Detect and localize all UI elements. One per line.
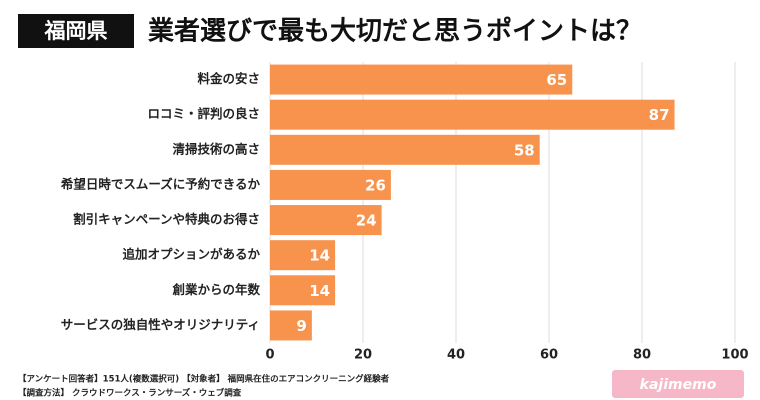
region-label: 福岡県: [44, 19, 108, 43]
y-tick-label: 創業からの年数: [171, 282, 260, 297]
bar: [270, 240, 336, 271]
footnote: 【調査方法】 クラウドワークス・ランサーズ・ウェブ調査: [18, 388, 242, 399]
y-tick-label: 希望日時でスムーズに予約できるか: [60, 176, 261, 191]
value-label: 87: [649, 106, 670, 124]
y-tick-label: 料金の安さ: [197, 71, 260, 86]
bar: [270, 310, 312, 341]
value-label: 24: [356, 212, 377, 230]
x-tick-label: 20: [354, 348, 372, 363]
bar: [270, 134, 540, 165]
chart-title: 業者選びで最も大切だと思うポイントは？: [148, 16, 642, 47]
x-tick-label: 100: [721, 348, 748, 363]
value-label: 26: [365, 176, 386, 194]
footnote: 【アンケート回答者】151人(複数選択可) 【対象者】 福岡県在住のエアコンクリ…: [18, 374, 390, 385]
value-label: 14: [309, 282, 330, 300]
x-tick-label: 60: [540, 348, 558, 363]
y-tick-label: 清掃技術の高さ: [172, 141, 260, 156]
x-tick-label: 80: [633, 348, 651, 363]
y-tick-label: 追加オプションがあるか: [122, 247, 260, 262]
bar: [270, 64, 573, 95]
bar: [270, 205, 382, 236]
x-tick-label: 40: [447, 348, 465, 363]
logo-text: kajimemo: [640, 377, 717, 393]
bar: [270, 169, 391, 200]
value-label: 14: [309, 247, 330, 265]
y-tick-label: ロコミ・評判の良さ: [147, 106, 260, 121]
bar: [270, 99, 675, 130]
value-label: 65: [546, 71, 567, 89]
y-tick-label: 割引キャンペーンや特典のお得さ: [73, 212, 260, 227]
bar: [270, 275, 336, 306]
value-label: 58: [514, 141, 535, 159]
logo: [612, 370, 744, 398]
value-label: 9: [296, 317, 306, 335]
x-tick-label: 0: [265, 348, 274, 363]
y-tick-label: サービスの独自性やオリジナリティ: [61, 317, 260, 332]
region-badge: [18, 14, 134, 48]
